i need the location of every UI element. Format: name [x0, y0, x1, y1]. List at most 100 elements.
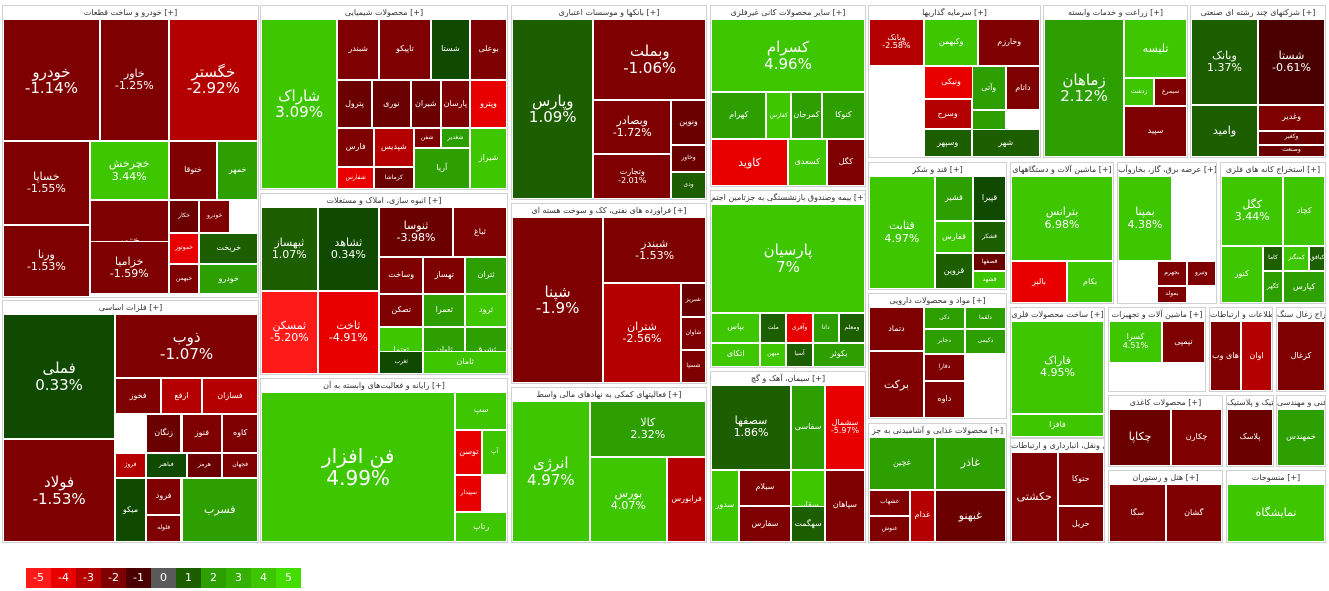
- sector-title[interactable]: فعالیتهای کمکی به نهادهای مالی واسط [+]: [512, 388, 706, 401]
- stock-tile[interactable]: دکی: [923, 307, 965, 330]
- stock-tile[interactable]: ارفع: [161, 377, 202, 415]
- sector-title[interactable]: سیمان، آهک و گچ [+]: [711, 372, 865, 385]
- stock-tile[interactable]: کبافق: [1309, 245, 1325, 272]
- stock-tile[interactable]: دلقما: [964, 307, 1006, 330]
- stock-tile[interactable]: ثامان: [423, 350, 507, 374]
- sector-title[interactable]: بانکها و موسسات اعتباری [+]: [512, 6, 706, 19]
- sector-title[interactable]: خدمات فنی و مهندسی [+]: [1277, 396, 1325, 409]
- stock-tile[interactable]: خریخت: [199, 233, 258, 264]
- stock-tile[interactable]: قشیر: [934, 176, 974, 222]
- stock-tile[interactable]: کنور: [1221, 245, 1263, 303]
- stock-tile[interactable]: کتوکا: [821, 92, 865, 140]
- sector-title[interactable]: استخراج کانه های فلزی [+]: [1221, 163, 1325, 176]
- stock-tile[interactable]: سپید: [1124, 105, 1187, 157]
- stock-tile[interactable]: رتاپ: [455, 512, 507, 542]
- sector-title[interactable]: عرضه برق، گاز، بخاروآب [+]: [1118, 163, 1216, 176]
- sector-title[interactable]: ماشین آلات و تجهیزات [+]: [1109, 308, 1205, 321]
- stock-tile[interactable]: شیران: [411, 80, 441, 128]
- stock-tile[interactable]: ثشاهد 0.34%: [317, 207, 380, 291]
- stock-tile[interactable]: دکیمی: [964, 329, 1006, 354]
- stock-tile[interactable]: کهرام: [711, 92, 767, 140]
- stock-tile[interactable]: ثمسکن -5.20%: [261, 290, 318, 374]
- sector-title[interactable]: استخراج زغال سنگ [+]: [1277, 308, 1325, 321]
- stock-tile[interactable]: شتران -2.56%: [603, 283, 681, 383]
- legend-swatch[interactable]: 4: [251, 568, 276, 588]
- stock-tile[interactable]: ملت: [760, 313, 787, 343]
- sector-title[interactable]: لاستیک و پلاستیک [+]: [1227, 396, 1273, 409]
- stock-tile[interactable]: ختوقا: [168, 141, 218, 200]
- stock-tile[interactable]: ثنوسا -3.98%: [379, 207, 453, 258]
- stock-tile[interactable]: زماهان 2.12%: [1044, 19, 1125, 157]
- stock-tile[interactable]: شبندر -1.53%: [603, 217, 706, 284]
- stock-tile[interactable]: پارسیان 7%: [711, 204, 865, 314]
- stock-tile[interactable]: پترول: [337, 80, 372, 128]
- stock-tile[interactable]: ثغرب: [379, 350, 424, 374]
- sector-title[interactable]: حمل ونقل، انبارداری و ارتباطات [+]: [1011, 439, 1104, 452]
- stock-tile[interactable]: غبهنو: [934, 489, 1006, 542]
- stock-tile[interactable]: قزوین: [934, 252, 974, 289]
- stock-tile[interactable]: نوری: [371, 80, 412, 128]
- stock-tile[interactable]: فباهنر: [145, 453, 187, 479]
- sector-title[interactable]: شرکتهای چند رشته ای صنعتی [+]: [1191, 6, 1325, 19]
- stock-tile[interactable]: کزغال: [1277, 321, 1325, 391]
- stock-tile[interactable]: غچین: [869, 437, 935, 490]
- stock-tile[interactable]: ثرود: [465, 293, 507, 328]
- stock-tile[interactable]: دانا: [812, 313, 839, 343]
- legend-swatch[interactable]: -3: [76, 568, 101, 588]
- stock-tile[interactable]: تصکن: [379, 293, 424, 328]
- stock-tile[interactable]: چکارن: [1171, 409, 1222, 466]
- legend-swatch[interactable]: 1: [176, 568, 201, 588]
- sector-title[interactable]: ماشین آلات و دستگاههای [+]: [1011, 163, 1113, 176]
- stock-tile[interactable]: وبملت -1.06%: [593, 19, 706, 100]
- sector-title[interactable]: رایانه و فعالیت‌های وابسته به آن [+]: [261, 379, 507, 392]
- stock-tile[interactable]: فافزا: [1011, 413, 1104, 437]
- stock-tile[interactable]: وکبهمن: [923, 19, 979, 66]
- stock-tile[interactable]: بکوثر: [812, 342, 865, 367]
- stock-tile[interactable]: کگل 3.44%: [1221, 176, 1284, 246]
- stock-tile[interactable]: ودی: [671, 172, 706, 199]
- sector-title[interactable]: مواد و محصولات دارویی [+]: [869, 294, 1006, 307]
- stock-tile[interactable]: فخوز: [115, 377, 162, 415]
- stock-tile[interactable]: بالبر: [1011, 261, 1068, 303]
- stock-tile[interactable]: خودرو -1.14%: [3, 19, 100, 142]
- sector-title[interactable]: محصولات غذایی و آشامیدنی به جز [+]: [869, 424, 1006, 437]
- legend-swatch[interactable]: 0: [151, 568, 176, 588]
- stock-tile[interactable]: سصفها 1.86%: [711, 385, 792, 470]
- sector-title[interactable]: بیمه وصندوق بازنشستگی به جزتامین اجتم [+…: [711, 191, 865, 204]
- stock-tile[interactable]: غشهاب: [869, 489, 911, 516]
- sector-title[interactable]: اطلاعات و ارتباطات [+]: [1210, 308, 1272, 321]
- stock-tile[interactable]: وساخت: [379, 257, 424, 294]
- stock-tile[interactable]: زنگان: [145, 414, 182, 454]
- stock-tile[interactable]: فولاد -1.53%: [3, 439, 116, 542]
- stock-tile[interactable]: بمپنا 4.38%: [1118, 176, 1172, 262]
- stock-tile[interactable]: شپدیس: [374, 127, 414, 167]
- stock-tile[interactable]: سپیدار: [455, 474, 483, 512]
- stock-tile[interactable]: میهن: [760, 342, 787, 367]
- stock-tile[interactable]: قفارس: [934, 221, 974, 253]
- stock-tile[interactable]: اتکای: [711, 342, 761, 367]
- stock-tile[interactable]: وغدیر: [1258, 104, 1325, 131]
- sector-title[interactable]: محصولات کاغذی [+]: [1109, 396, 1222, 409]
- stock-tile[interactable]: زدشت: [1124, 78, 1155, 106]
- stock-tile[interactable]: ذوب -1.07%: [115, 314, 258, 378]
- stock-tile[interactable]: شاراک 3.09%: [261, 19, 338, 189]
- stock-tile[interactable]: دجابر: [923, 329, 965, 354]
- stock-tile[interactable]: بوعلی: [470, 19, 507, 81]
- stock-tile[interactable]: شاوان: [680, 316, 706, 350]
- stock-tile[interactable]: آسیا: [786, 342, 813, 367]
- stock-tile[interactable]: وتجارت -2.01%: [593, 154, 672, 199]
- stock-tile[interactable]: شفارس: [337, 166, 375, 189]
- stock-tile[interactable]: ثباغ: [452, 207, 507, 258]
- sector-title[interactable]: منسوجات [+]: [1227, 471, 1325, 484]
- stock-tile[interactable]: پارسان: [440, 80, 471, 128]
- stock-tile[interactable]: وبانک -2.58%: [869, 19, 924, 66]
- stock-tile[interactable]: فرود: [145, 478, 182, 515]
- legend-swatch[interactable]: 2: [201, 568, 226, 588]
- stock-tile[interactable]: بجهرم: [1157, 261, 1187, 287]
- stock-tile[interactable]: گشان: [1165, 484, 1222, 542]
- stock-tile[interactable]: سپاهان: [824, 469, 865, 542]
- stock-tile[interactable]: فن افزار 4.99%: [261, 392, 456, 542]
- stock-tile[interactable]: فنوز: [181, 414, 223, 454]
- stock-tile[interactable]: قثابت 4.97%: [869, 176, 935, 289]
- stock-tile[interactable]: برکت: [869, 351, 924, 418]
